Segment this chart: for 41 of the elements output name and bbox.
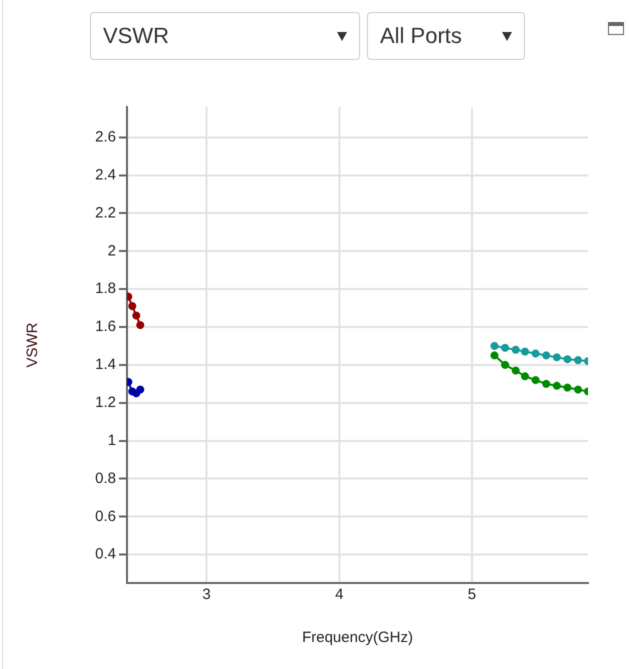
point [128, 302, 136, 310]
point [552, 353, 561, 362]
x-tick-label: 3 [202, 586, 211, 604]
y-tick-label: 1.6 [95, 318, 116, 336]
point [552, 382, 561, 390]
y-axis-title: VSWR [24, 322, 42, 368]
y-tick-label: 2.4 [95, 166, 116, 184]
y-tick-label: 1.8 [95, 280, 116, 298]
x-axis-title: Frequency(GHz) [302, 629, 413, 646]
y-tick-label: 2 [108, 242, 116, 260]
point [501, 344, 510, 352]
y-tick-label: 2.6 [95, 128, 116, 146]
x-tick-label: 4 [335, 586, 344, 604]
y-tick-label: 0.6 [95, 508, 116, 525]
point [490, 351, 498, 360]
y-tick-label: 0.8 [95, 470, 116, 487]
y-tick-label: 1.2 [95, 394, 116, 411]
point [574, 356, 582, 364]
point [532, 350, 540, 358]
point [542, 380, 550, 388]
text: VSWR [103, 23, 169, 49]
point [520, 372, 529, 380]
text: All Ports [380, 23, 462, 49]
point [512, 366, 520, 375]
point [132, 312, 140, 320]
point [574, 386, 582, 394]
point [136, 321, 144, 330]
point [563, 355, 572, 364]
y-tick-label: 1.4 [95, 356, 116, 374]
point [490, 342, 498, 350]
point [563, 384, 572, 392]
x-tick-label: 5 [468, 586, 476, 604]
point [542, 351, 550, 360]
point [136, 386, 144, 394]
y-tick-label: 1 [108, 432, 116, 449]
y-tick-label: 2.2 [95, 204, 116, 222]
point [532, 376, 540, 384]
point [512, 346, 520, 354]
y-tick-label: 0.4 [95, 546, 116, 563]
point [501, 360, 510, 369]
point [520, 348, 529, 356]
